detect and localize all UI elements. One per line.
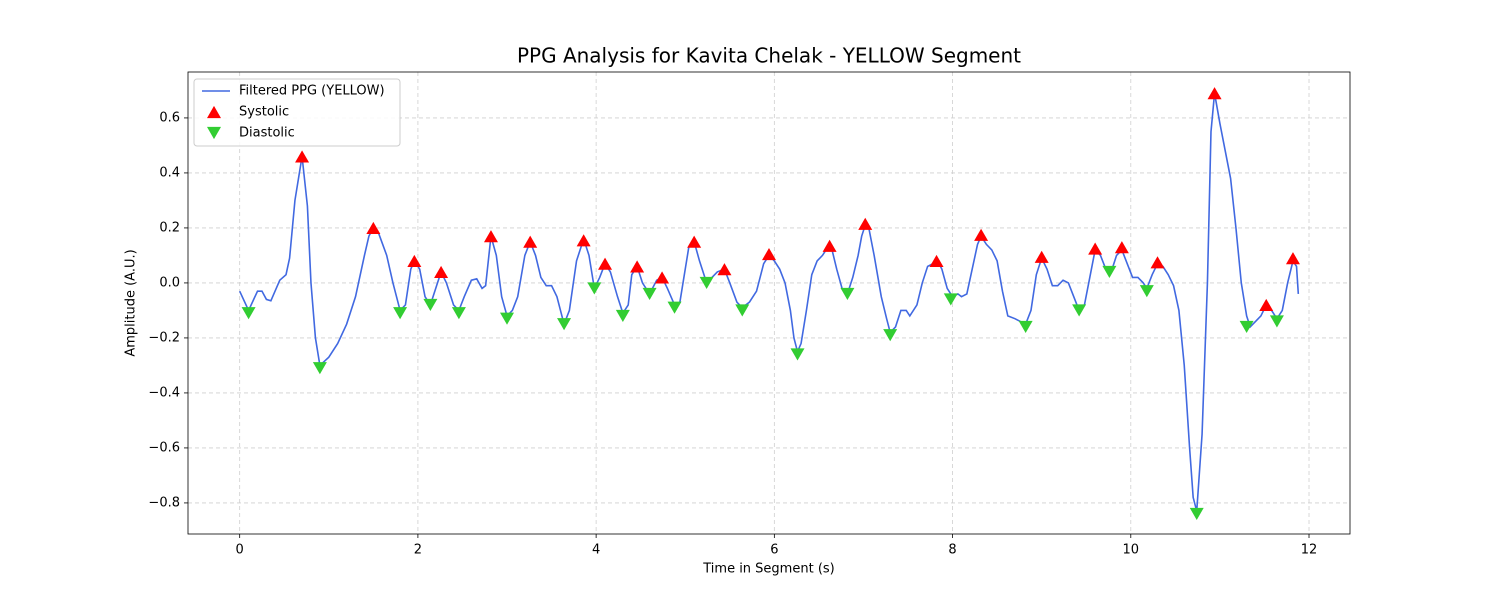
systolic-marker (630, 260, 645, 273)
plot-frame (187, 71, 1351, 535)
diastolic-marker (790, 348, 805, 361)
x-tick-label: 2 (414, 543, 422, 558)
systolic-marker (1259, 298, 1274, 312)
y-tick-label: 0.4 (159, 165, 180, 180)
y-tick-label: 0.6 (159, 110, 180, 125)
legend-box (193, 78, 401, 147)
systolic-marker (822, 239, 837, 252)
diastolic-marker (423, 298, 438, 312)
data-layer (238, 87, 1300, 521)
diastolic-marker (1139, 285, 1154, 298)
diastolic-marker (735, 304, 750, 317)
diastolic-marker (667, 301, 682, 314)
diastolic-marker (1018, 320, 1033, 334)
systolic-marker (598, 257, 613, 270)
systolic-marker (366, 221, 381, 235)
systolic-marker (1150, 256, 1165, 269)
diastolic-marker (1269, 315, 1284, 328)
diastolic-marker (615, 309, 630, 323)
systolic-marker (407, 254, 422, 268)
diastolic-marker (699, 276, 714, 290)
systolic-marker (655, 271, 670, 284)
legend: Filtered PPG (YELLOW) Systolic Diastolic (193, 78, 401, 147)
legend-swatch (207, 126, 221, 140)
systolic-marker (576, 234, 591, 247)
x-axis-label: Time in Segment (s) (702, 562, 834, 577)
systolic-marker (1207, 87, 1222, 100)
x-tick-label: 4 (592, 543, 600, 558)
systolic-marker (717, 263, 732, 276)
y-tick-label: −0.8 (148, 495, 180, 510)
systolic-marker (483, 230, 498, 243)
systolic-marker (295, 150, 310, 163)
y-tick-label: 0.0 (159, 275, 180, 290)
systolic-marker (434, 265, 449, 279)
x-tick-label: 12 (1301, 543, 1318, 558)
diastolic-marker (393, 307, 408, 320)
diastolic-marker (587, 282, 602, 295)
y-tick-label: −0.2 (148, 330, 180, 345)
chart-title: PPG Analysis for Kavita Chelak - YELLOW … (517, 44, 1021, 68)
systolic-marker (1088, 242, 1103, 255)
systolic-marker (1285, 252, 1300, 265)
y-tick-label: −0.4 (148, 385, 180, 400)
diastolic-marker (451, 307, 466, 320)
legend-label: Diastolic (239, 126, 295, 141)
y-tick-label: 0.2 (159, 220, 180, 235)
systolic-marker (858, 217, 873, 230)
systolic-marker (1034, 250, 1049, 263)
x-tick-label: 6 (770, 543, 778, 558)
grid-layer (188, 72, 1350, 534)
diastolic-marker (241, 307, 256, 320)
x-tick-label: 10 (1123, 543, 1140, 558)
diastolic-marker (883, 329, 898, 342)
diastolic-marker (1239, 320, 1254, 334)
diastolic-marker (943, 293, 958, 306)
systolic-marker (762, 247, 776, 261)
legend-label: Filtered PPG (YELLOW) (239, 84, 385, 99)
systolic-marker (523, 235, 538, 248)
systolic-marker (929, 254, 944, 268)
y-tick-label: −0.6 (148, 440, 180, 455)
x-tick-label: 8 (948, 543, 956, 558)
diastolic-marker (840, 287, 855, 301)
diastolic-marker (1102, 265, 1117, 279)
diastolic-marker (1189, 507, 1204, 521)
diastolic-marker (557, 318, 572, 331)
ppg-line (238, 93, 1300, 512)
diastolic-marker (1072, 304, 1087, 317)
legend-label: Systolic (239, 105, 289, 120)
diastolic-marker (312, 362, 327, 375)
x-tick-label: 0 (236, 543, 244, 558)
diastolic-marker (500, 312, 515, 325)
diastolic-marker (642, 287, 657, 301)
systolic-marker (974, 228, 989, 241)
systolic-marker (1114, 241, 1129, 254)
legend-swatch (207, 105, 221, 119)
systolic-marker (687, 235, 702, 248)
y-axis-label: Amplitude (A.U.) (124, 249, 139, 356)
